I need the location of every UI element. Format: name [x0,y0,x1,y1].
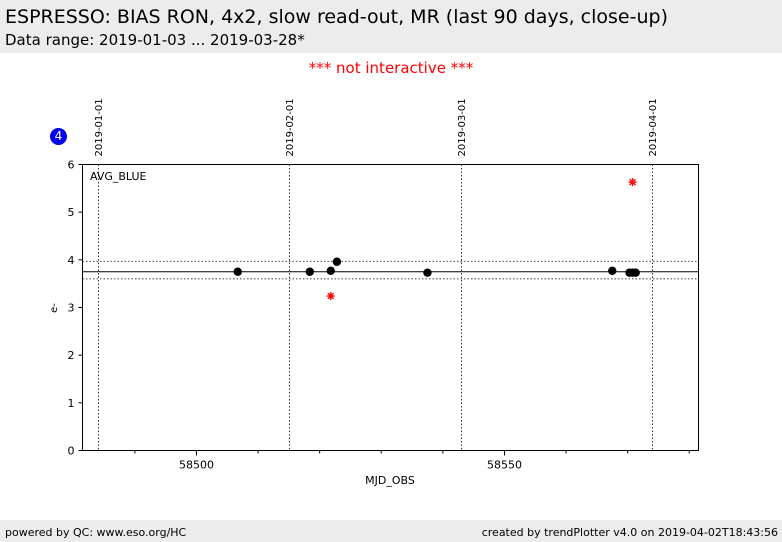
data-point [233,267,242,276]
y-tick-label: 3 [68,302,75,315]
not-interactive-notice: *** not interactive *** [308,59,474,77]
data-point [423,268,432,277]
page-title: ESPRESSO: BIAS RON, 4x2, slow read-out, … [5,6,668,28]
y-tick-label: 4 [68,254,75,267]
y-axis-label: e- [49,303,60,313]
panel-label: AVG_BLUE [90,170,147,183]
y-tick-label: 1 [68,397,75,410]
y-tick-label: 6 [68,159,75,172]
outlier-point [628,178,637,187]
x-tick-label: 58500 [179,459,214,472]
y-tick-label: 2 [68,349,75,362]
footer-band: powered by QC: www.eso.org/HC created by… [0,520,782,542]
footer-powered-by: powered by QC: www.eso.org/HC [5,526,187,539]
data-point [326,266,335,275]
y-tick-label: 0 [68,445,75,458]
data-range-subtitle: Data range: 2019-01-03 ... 2019-03-28* [5,31,305,49]
plot-number-badge: 4 [50,128,67,145]
header-band: ESPRESSO: BIAS RON, 4x2, slow read-out, … [0,0,782,53]
date-marker-label: 2019-02-01 [285,98,296,156]
date-marker-label: 2019-01-01 [94,98,105,156]
date-marker-label: 2019-04-01 [648,98,659,156]
footer-created-by: created by trendPlotter v4.0 on 2019-04-… [481,526,778,539]
data-point [305,267,315,276]
x-tick-label: 58550 [487,459,522,472]
data-point [608,266,617,275]
x-axis-label: MJD_OBS [365,474,415,487]
outlier-point [326,292,335,301]
plot-frame [82,164,699,451]
data-point [332,257,342,266]
date-marker-label: 2019-03-01 [457,98,468,156]
data-point [631,268,640,277]
y-tick-label: 5 [68,206,75,219]
